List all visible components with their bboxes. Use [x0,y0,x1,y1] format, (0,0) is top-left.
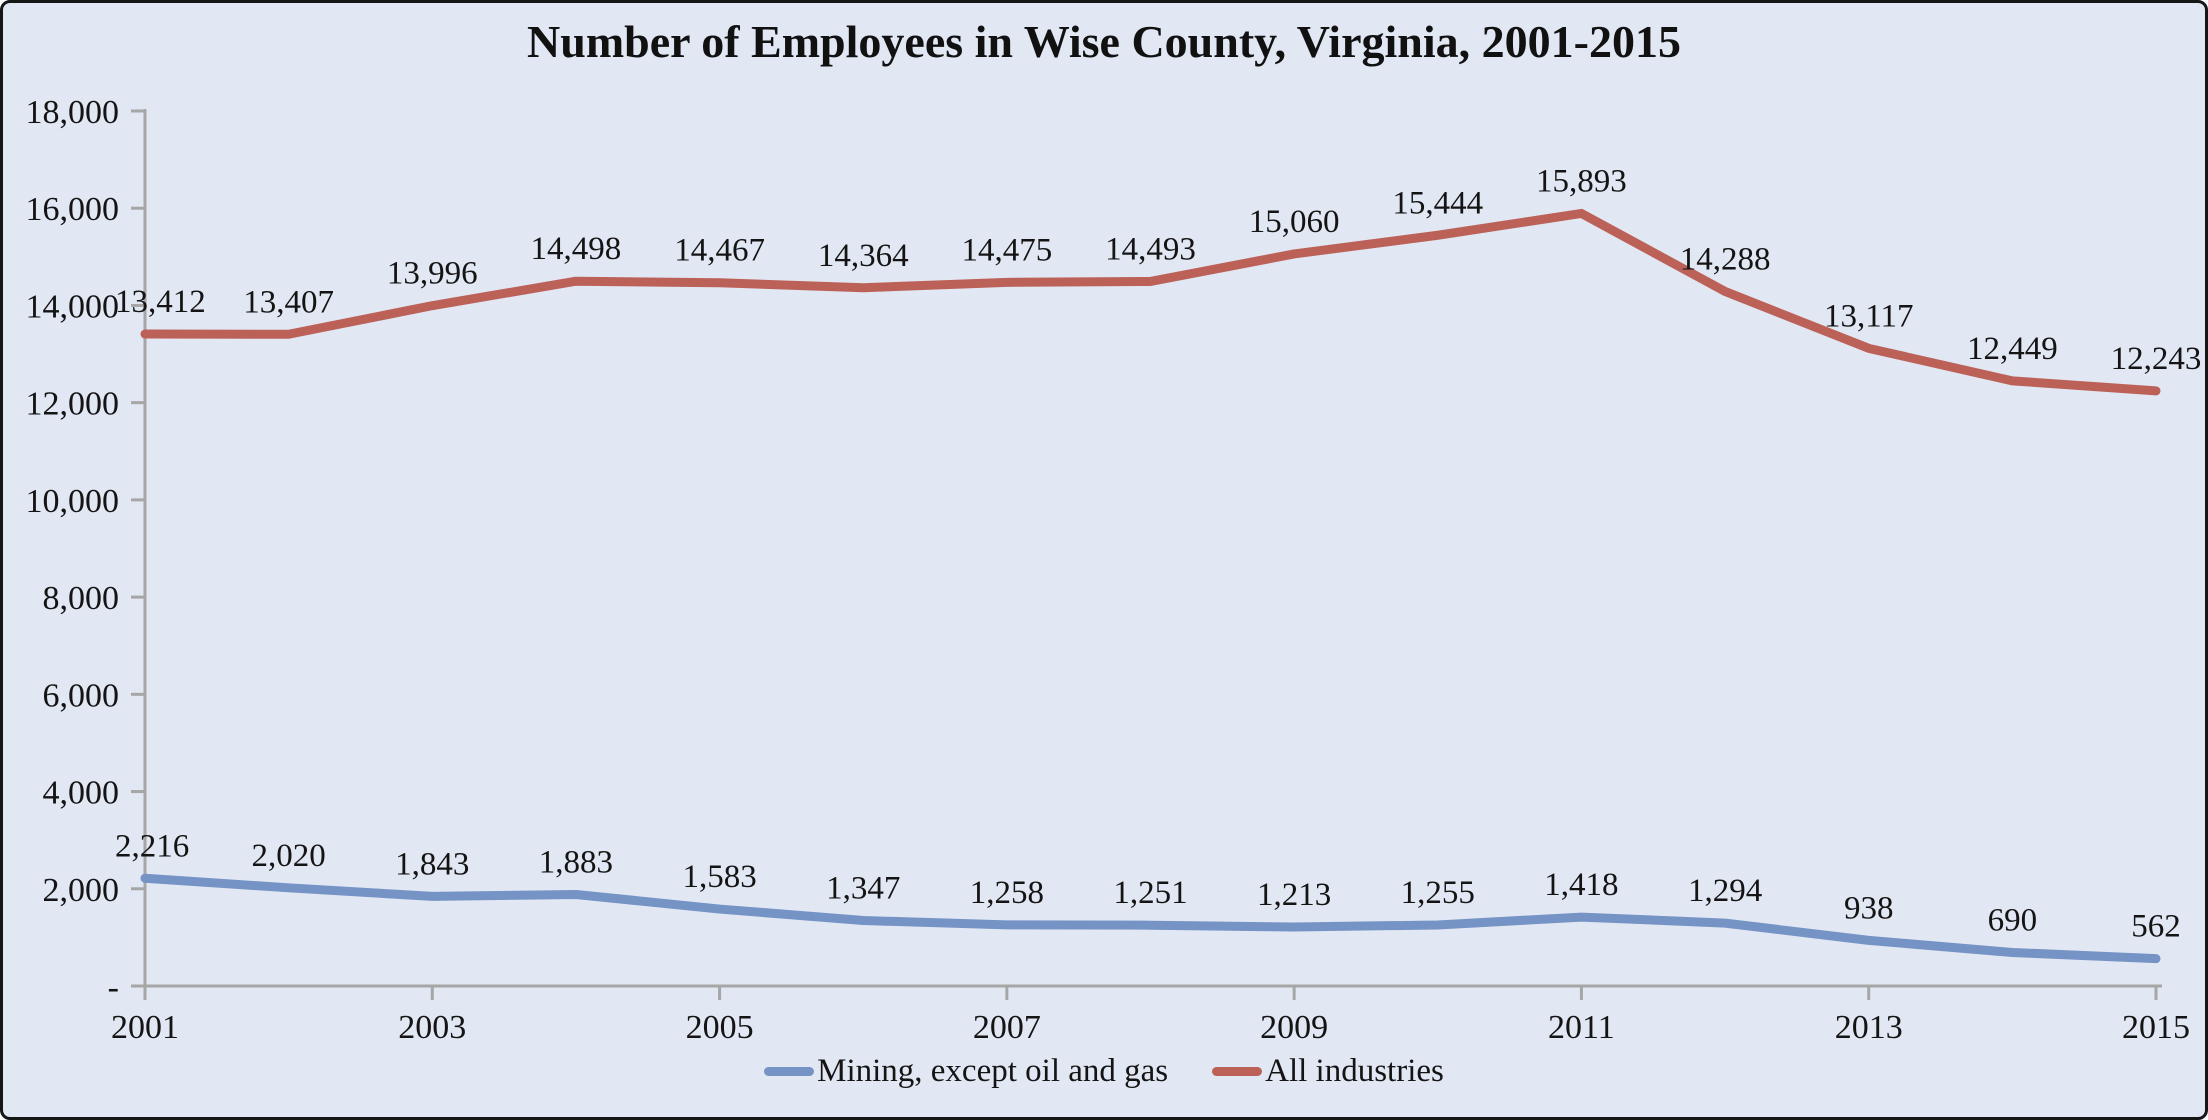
legend-swatch-mining-except-oil-and-gas [764,1067,815,1076]
data-label-mining-except-oil-and-gas: 1,251 [1113,875,1187,911]
data-label-all-industries: 15,060 [1249,204,1340,240]
legend-label-mining-except-oil-and-gas: Mining, except oil and gas [817,1053,1169,1089]
y-axis-tick-label: 14,000 [26,288,120,325]
legend-swatch-all-industries [1212,1067,1263,1076]
x-axis-tick-label: 2009 [1260,1009,1328,1046]
data-label-all-industries: 14,475 [961,232,1052,268]
chart-title: Number of Employees in Wise County, Virg… [527,16,1681,67]
y-axis-tick-label: 6,000 [43,677,120,714]
x-axis-tick-label: 2015 [2122,1009,2190,1046]
data-label-mining-except-oil-and-gas: 1,255 [1401,875,1475,911]
data-label-mining-except-oil-and-gas: 1,418 [1544,867,1618,903]
x-axis-tick-label: 2003 [398,1009,466,1046]
y-axis-tick-label: 12,000 [26,386,120,423]
series-line-all-industries [140,208,2161,396]
y-axis-tick-label: 10,000 [26,483,120,520]
y-axis-tick-label: 16,000 [26,191,120,228]
data-label-mining-except-oil-and-gas: 1,294 [1688,873,1762,909]
series-line-mining-except-oil-and-gas [140,873,2161,964]
data-label-mining-except-oil-and-gas: 1,883 [539,844,613,880]
data-label-mining-except-oil-and-gas: 690 [1988,902,2038,938]
data-label-mining-except-oil-and-gas: 1,258 [970,875,1044,911]
legend-item-all-industries: All industries [1212,1053,1444,1090]
x-axis-tick-label: 2011 [1548,1009,1615,1046]
y-axis-tick-label: - [108,969,119,1006]
y-axis-tick-label: 2,000 [43,872,120,909]
data-label-all-industries: 14,364 [818,238,909,274]
legend-label-all-industries: All industries [1265,1053,1444,1089]
data-label-mining-except-oil-and-gas: 1,213 [1257,877,1331,913]
x-axis-tick-label: 2001 [111,1009,179,1046]
legend: Mining, except oil and gas All industries [3,1053,2205,1090]
data-label-all-industries: 12,449 [1967,331,2058,367]
data-label-all-industries: 13,407 [243,284,334,320]
data-label-all-industries: 13,996 [387,256,478,292]
data-label-all-industries: 14,467 [674,233,765,269]
data-label-mining-except-oil-and-gas: 1,583 [682,859,756,895]
data-label-all-industries: 13,412 [115,284,206,320]
x-axis-tick-label: 2005 [686,1009,754,1046]
data-label-all-industries: 12,243 [2111,341,2202,377]
data-label-mining-except-oil-and-gas: 938 [1844,890,1894,926]
plot-area: -2,0004,0006,0008,00010,00012,00014,0001… [26,94,2202,1046]
data-label-all-industries: 14,498 [531,231,622,267]
data-label-mining-except-oil-and-gas: 1,347 [826,871,900,907]
data-label-all-industries: 14,288 [1680,241,1771,277]
data-label-all-industries: 15,893 [1536,163,1627,199]
data-label-all-industries: 14,493 [1105,231,1196,267]
legend-item-mining-except-oil-and-gas: Mining, except oil and gas [764,1053,1168,1090]
data-label-mining-except-oil-and-gas: 562 [2131,909,2181,945]
y-axis-tick-label: 4,000 [43,775,120,812]
data-label-all-industries: 13,117 [1824,298,1914,334]
x-axis-tick-label: 2007 [973,1009,1041,1046]
y-axis-tick-label: 18,000 [26,94,120,131]
x-axis-tick-label: 2013 [1835,1009,1903,1046]
y-axis-tick-label: 8,000 [43,580,120,617]
data-label-mining-except-oil-and-gas: 2,020 [252,838,326,874]
data-label-all-industries: 15,444 [1392,185,1483,221]
data-label-mining-except-oil-and-gas: 2,216 [115,828,189,864]
data-label-mining-except-oil-and-gas: 1,843 [395,846,469,882]
